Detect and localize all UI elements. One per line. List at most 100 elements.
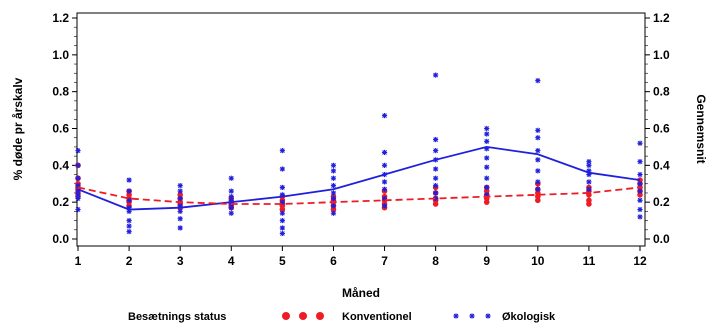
- okologisk-point: [330, 182, 337, 189]
- legend: Besætnings status Konventionel Økologisk: [128, 311, 556, 323]
- okologisk-point-stroke: [331, 175, 336, 181]
- okologisk-point: [381, 179, 388, 185]
- okologisk-point: [279, 217, 285, 224]
- okologisk-point: [535, 127, 541, 133]
- okologisk-point: [433, 175, 439, 181]
- konventionel-point: [483, 199, 490, 205]
- okologisk-point-stroke: [228, 205, 234, 211]
- okologisk-point-stroke: [637, 181, 643, 187]
- right-y-tick-label: 0.2: [653, 195, 670, 209]
- okologisk-point-stroke: [331, 183, 336, 188]
- okologisk-point: [381, 113, 388, 119]
- okologisk-point: [433, 166, 439, 172]
- legend-okologisk-star-stroke: [469, 313, 475, 319]
- okologisk-point: [381, 203, 388, 209]
- x-tick-label: 3: [177, 254, 184, 268]
- okologisk-point: [381, 162, 388, 168]
- x-tick-label: 5: [279, 254, 286, 268]
- okologisk-point-stroke: [75, 175, 81, 181]
- okologisk-point: [330, 175, 337, 181]
- okologisk-point: [535, 186, 541, 192]
- okologisk-point-stroke: [382, 179, 387, 185]
- okologisk-point-stroke: [637, 188, 643, 194]
- okologisk-point: [177, 195, 183, 202]
- okologisk-point-stroke: [279, 225, 285, 231]
- okologisk-point: [177, 182, 183, 189]
- legend-okologisk-label: Økologisk: [502, 311, 556, 323]
- okologisk-point: [228, 188, 234, 194]
- okologisk-point-stroke: [75, 183, 81, 188]
- okologisk-point: [126, 197, 132, 203]
- okologisk-point: [637, 206, 643, 213]
- okologisk-point: [330, 195, 337, 202]
- okologisk-point: [535, 179, 541, 185]
- okologisk-point-stroke: [433, 166, 439, 172]
- okologisk-point-stroke: [177, 216, 183, 222]
- okologisk-point: [586, 162, 592, 168]
- okologisk-point: [330, 210, 337, 216]
- okologisk-point: [535, 157, 541, 163]
- right-y-tick-label: 0.8: [653, 85, 670, 99]
- legend-konventionel-dot: [316, 312, 324, 320]
- x-tick-label: 2: [126, 254, 133, 268]
- okologisk-point-stroke: [126, 188, 132, 194]
- okologisk-point: [228, 175, 234, 181]
- konventionel-point: [586, 201, 592, 207]
- okologisk-point: [126, 229, 132, 235]
- okologisk-point-stroke: [75, 207, 81, 212]
- konventionel-point: [535, 197, 541, 204]
- konventionel-point: [637, 192, 643, 198]
- okologisk-point-stroke: [382, 203, 387, 209]
- okologisk-point-stroke: [535, 135, 541, 141]
- okologisk-point: [75, 175, 81, 181]
- okologisk-point: [177, 225, 183, 231]
- legend-okologisk-star: [469, 313, 475, 319]
- okologisk-point: [433, 182, 439, 189]
- legend-konventionel-dot: [299, 312, 307, 320]
- okologisk-point-stroke: [586, 159, 592, 165]
- x-tick-label: 8: [432, 254, 439, 268]
- okologisk-point: [279, 166, 285, 172]
- legend-okologisk-star: [453, 313, 459, 319]
- okologisk-point-stroke: [75, 192, 81, 198]
- okologisk-point-stroke: [433, 148, 439, 153]
- okologisk-point-stroke: [126, 197, 132, 203]
- y-tick-label: 0.0: [52, 232, 69, 246]
- okologisk-point: [535, 168, 541, 174]
- okologisk-point-stroke: [382, 113, 387, 118]
- legend-okologisk-star: [485, 313, 491, 319]
- okologisk-point-stroke: [331, 210, 336, 216]
- konventionel-points: [75, 162, 643, 213]
- okologisk-point-stroke: [637, 197, 643, 203]
- x-tick-label: 11: [583, 254, 596, 268]
- okologisk-point: [126, 177, 132, 183]
- okologisk-point: [126, 223, 132, 229]
- okologisk-point-stroke: [637, 214, 643, 220]
- okologisk-point-stroke: [228, 194, 234, 200]
- okologisk-point-stroke: [331, 162, 336, 168]
- okologisk-point: [433, 136, 439, 143]
- x-tick-label: 9: [483, 254, 490, 268]
- okologisk-point-stroke: [433, 72, 439, 78]
- okologisk-point-stroke: [75, 196, 81, 201]
- left-y-ticks: 0.0 0.2 0.4 0.6 0.8 1.0 1.2: [52, 11, 77, 246]
- okologisk-point-stroke: [177, 188, 183, 194]
- okologisk-point-stroke: [433, 183, 439, 188]
- okologisk-point: [535, 148, 541, 154]
- okologisk-point-stroke: [279, 218, 285, 223]
- okologisk-point-stroke: [126, 229, 132, 235]
- x-tick-label: 12: [633, 254, 647, 268]
- y-tick-label: 1.2: [52, 11, 69, 25]
- okologisk-point-stroke: [75, 162, 81, 168]
- okologisk-mean-line: [77, 146, 641, 211]
- okologisk-point: [433, 190, 439, 196]
- okologisk-point: [126, 217, 132, 224]
- okologisk-point-stroke: [279, 231, 285, 236]
- okologisk-point: [279, 225, 285, 231]
- x-tick-label: 1: [75, 254, 82, 268]
- okologisk-point-stroke: [535, 179, 541, 185]
- okologisk-point-stroke: [177, 208, 183, 214]
- x-ticks: 1 2 3 4 5 6 7 8 9 10 11 12: [75, 246, 647, 268]
- konventionel-point: [279, 206, 286, 213]
- konventionel-point: [330, 206, 337, 213]
